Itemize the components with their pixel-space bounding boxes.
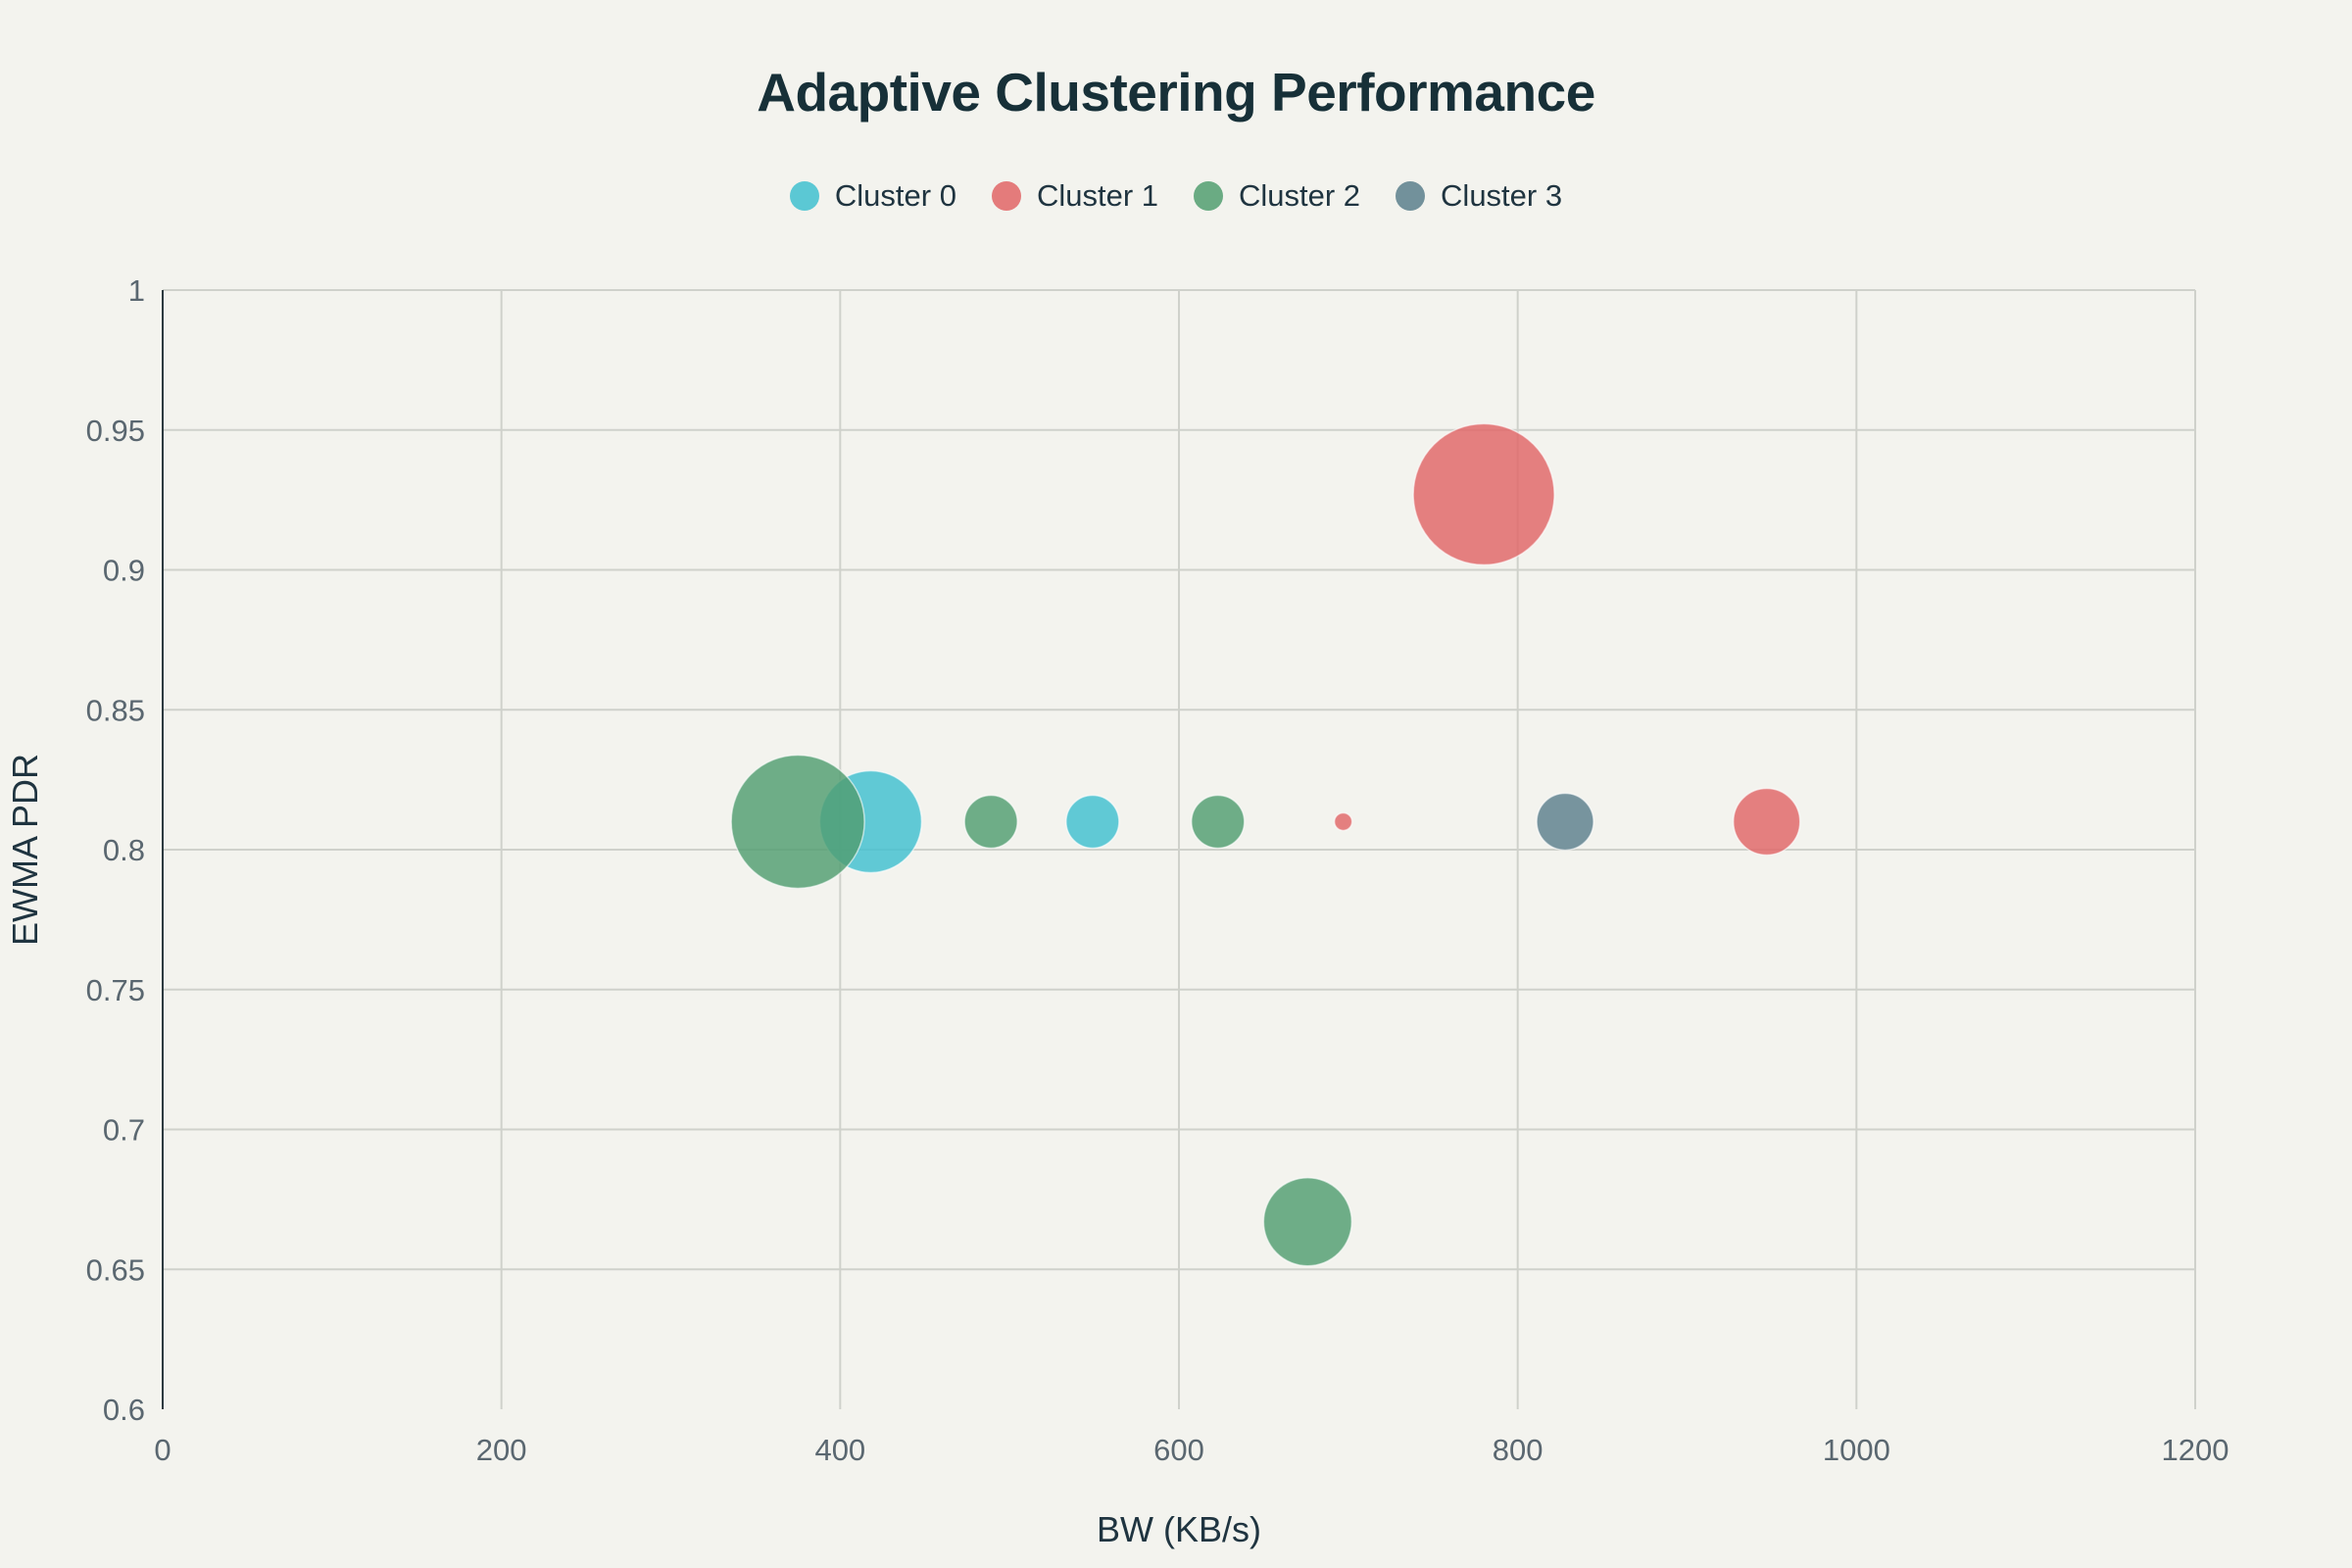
legend-label-cluster-0: Cluster 0	[834, 178, 956, 213]
data-point-cluster-2[interactable]	[730, 754, 865, 890]
x-tick-label: 0	[154, 1433, 171, 1467]
x-tick-label: 1000	[1823, 1433, 1890, 1467]
data-point-cluster-3[interactable]	[1536, 792, 1594, 852]
y-tick-label: 0.8	[103, 833, 145, 867]
y-tick-label: 0.7	[103, 1113, 145, 1148]
x-tick-label: 800	[1493, 1433, 1544, 1467]
data-point-cluster-2[interactable]	[1191, 794, 1246, 850]
legend-label-cluster-1: Cluster 1	[1036, 178, 1158, 213]
x-tick-label: 1200	[2162, 1433, 2230, 1467]
x-tick-label: 200	[476, 1433, 527, 1467]
y-tick-label: 0.95	[86, 414, 145, 448]
y-tick-label: 0.85	[86, 693, 145, 727]
data-point-cluster-1[interactable]	[1412, 422, 1555, 566]
data-point-cluster-2[interactable]	[1262, 1176, 1353, 1267]
legend-item-cluster-3[interactable]: Cluster 3	[1396, 178, 1562, 214]
y-tick-label: 0.75	[86, 973, 145, 1007]
legend-item-cluster-1[interactable]: Cluster 1	[991, 178, 1158, 214]
data-point-cluster-0[interactable]	[1065, 794, 1120, 850]
legend-label-cluster-3: Cluster 3	[1441, 178, 1563, 213]
y-tick-label: 0.65	[86, 1252, 145, 1287]
legend-item-cluster-2[interactable]: Cluster 2	[1194, 178, 1360, 214]
legend-swatch-cluster-3	[1396, 181, 1426, 211]
data-point-cluster-1[interactable]	[1732, 787, 1801, 857]
data-point-cluster-1[interactable]	[1333, 811, 1353, 832]
y-tick-label: 0.6	[103, 1393, 145, 1427]
legend: Cluster 0 Cluster 1 Cluster 2 Cluster 3	[0, 178, 2352, 214]
y-tick-label: 1	[128, 273, 145, 308]
x-tick-label: 400	[814, 1433, 865, 1467]
legend-swatch-cluster-1	[991, 181, 1021, 211]
data-point-cluster-2[interactable]	[963, 794, 1018, 850]
y-axis-title: EWMA PDR	[5, 754, 45, 946]
chart-title: Adaptive Clustering Performance	[757, 62, 1595, 122]
legend-item-cluster-0[interactable]: Cluster 0	[789, 178, 956, 214]
legend-label-cluster-2: Cluster 2	[1239, 178, 1361, 213]
legend-swatch-cluster-0	[789, 181, 819, 211]
x-axis-title: BW (KB/s)	[1097, 1509, 1261, 1549]
y-tick-label: 0.9	[103, 554, 145, 588]
legend-swatch-cluster-2	[1194, 181, 1223, 211]
x-tick-label: 600	[1153, 1433, 1204, 1467]
